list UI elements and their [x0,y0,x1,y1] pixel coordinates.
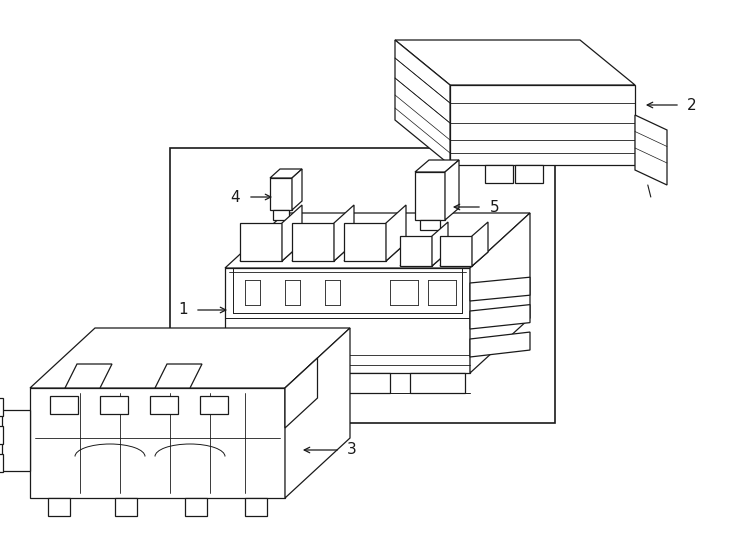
Polygon shape [445,160,459,220]
Polygon shape [400,236,432,266]
Polygon shape [344,223,386,261]
Polygon shape [285,358,318,428]
Polygon shape [115,498,137,516]
Polygon shape [420,220,440,230]
Polygon shape [395,40,450,165]
Polygon shape [225,268,470,373]
Polygon shape [292,223,334,261]
Text: 3: 3 [347,442,357,457]
Polygon shape [470,213,530,373]
Polygon shape [472,222,488,266]
Polygon shape [235,373,290,393]
Polygon shape [285,328,350,498]
Polygon shape [282,205,302,261]
Polygon shape [30,328,350,388]
Polygon shape [432,222,448,266]
Polygon shape [240,243,302,261]
Polygon shape [100,396,128,414]
Polygon shape [635,115,667,185]
Text: 1: 1 [178,302,188,318]
Polygon shape [292,243,354,261]
Polygon shape [515,165,543,183]
Polygon shape [292,169,302,210]
Polygon shape [334,205,354,261]
Polygon shape [155,364,202,388]
Polygon shape [0,454,3,472]
Polygon shape [485,165,513,183]
Polygon shape [270,169,302,178]
Polygon shape [273,210,289,220]
Polygon shape [225,213,530,268]
Polygon shape [150,396,178,414]
Polygon shape [470,305,530,329]
Polygon shape [270,178,292,210]
Polygon shape [415,172,445,220]
Polygon shape [2,410,30,470]
Polygon shape [0,426,3,444]
Polygon shape [0,398,3,416]
Polygon shape [410,373,465,393]
Polygon shape [245,498,267,516]
Polygon shape [400,252,448,266]
Polygon shape [200,396,228,414]
Polygon shape [395,40,635,85]
Polygon shape [450,85,635,165]
Polygon shape [50,396,78,414]
Polygon shape [470,277,530,301]
Text: 5: 5 [490,199,500,214]
Polygon shape [344,243,406,261]
Polygon shape [48,498,70,516]
Polygon shape [386,205,406,261]
Polygon shape [440,236,472,266]
Polygon shape [415,160,459,172]
Polygon shape [170,148,555,423]
Polygon shape [65,364,112,388]
Polygon shape [440,252,488,266]
Text: 4: 4 [230,190,240,205]
Text: 2: 2 [687,98,697,112]
Polygon shape [185,498,207,516]
Polygon shape [240,223,282,261]
Polygon shape [470,332,530,357]
Polygon shape [315,373,390,393]
Polygon shape [30,388,285,498]
